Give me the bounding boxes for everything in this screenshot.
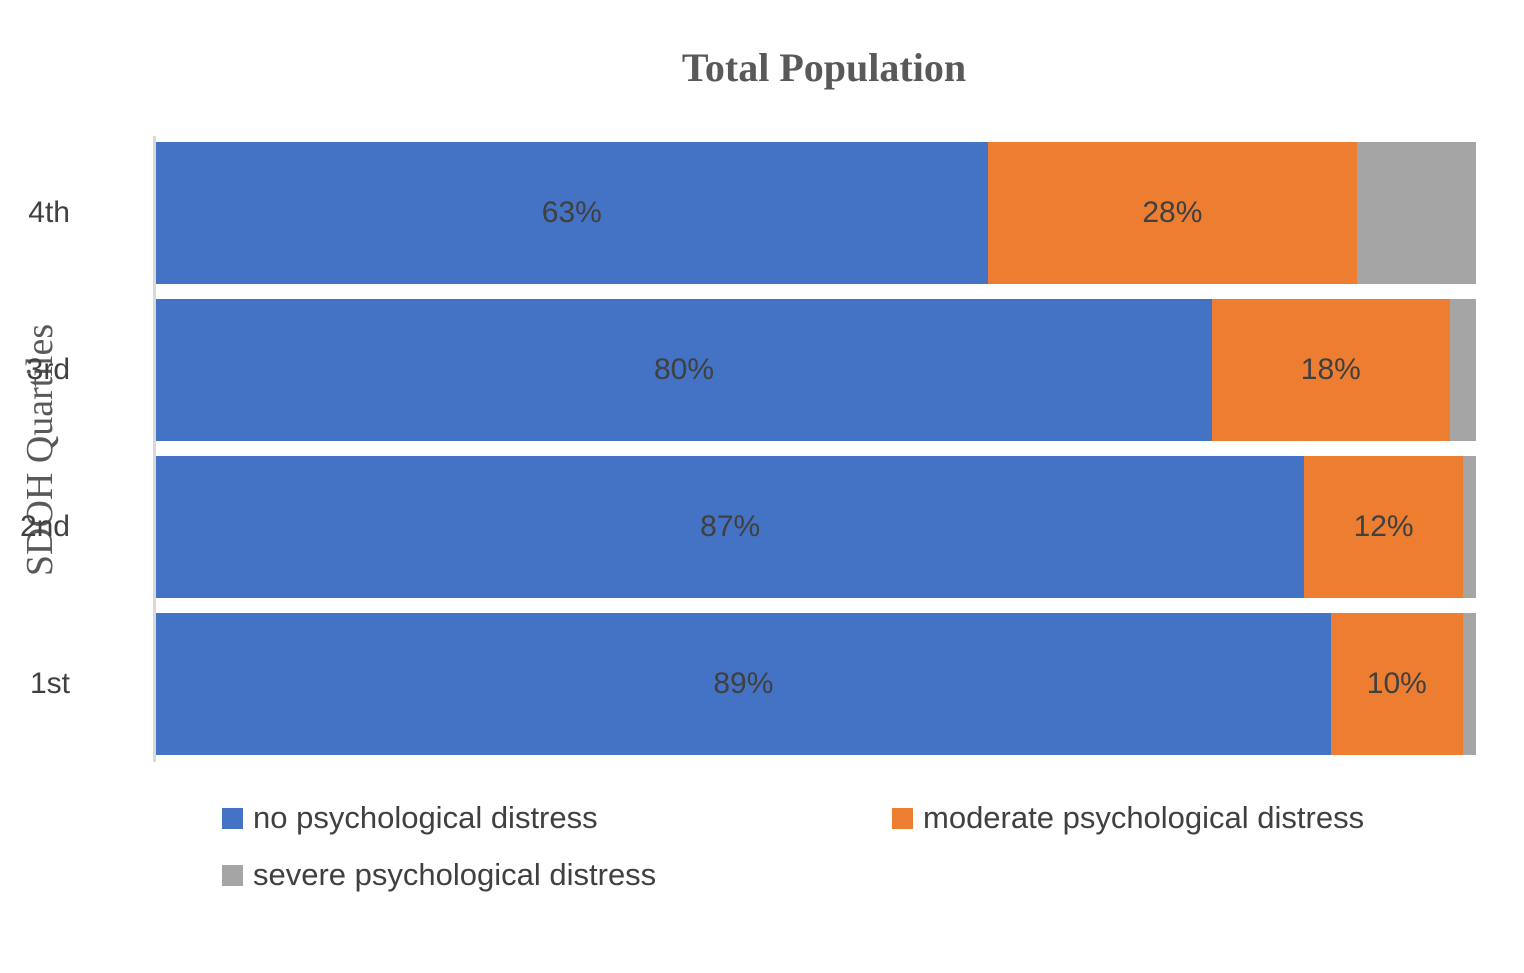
bar-row: 3rd 80% 18% — [27, 299, 1476, 441]
plot-area: 4th 63% 28% 3rd 80% 18% 2nd 87% 12% 1st 89% 10% — [20, 142, 1476, 755]
bar-segment: 89% — [156, 613, 1331, 755]
category-label: 1st — [29, 667, 70, 700]
bar-segment — [1449, 299, 1476, 441]
bar-row: 4th 63% 28% — [28, 142, 1476, 284]
category-label: 4th — [28, 196, 70, 229]
bar-segment: 18% — [1212, 299, 1450, 441]
legend-label: severe psychological distress — [253, 857, 657, 892]
bar-row: 2nd 87% 12% — [20, 456, 1476, 598]
bar-segment — [1462, 613, 1476, 755]
bar-segment: 87% — [156, 456, 1305, 598]
bar-segment: 63% — [156, 142, 988, 284]
legend-label: no psychological distress — [253, 800, 598, 835]
y-axis-line — [153, 136, 156, 762]
legend-label: moderate psychological distress — [923, 800, 1365, 835]
bar-segment: 12% — [1304, 456, 1463, 598]
legend-swatch-icon — [222, 807, 243, 829]
bar-row: 1st 89% 10% — [30, 613, 1476, 755]
legend-item: severe psychological distress — [222, 857, 656, 893]
bar-segment: 80% — [156, 299, 1212, 441]
legend-swatch-icon — [892, 807, 913, 829]
bar-segment: 10% — [1330, 613, 1463, 755]
chart-title: Total Population — [681, 45, 967, 90]
bar-segment — [1462, 456, 1476, 598]
bar-segment: 28% — [987, 142, 1358, 284]
category-label: 3rd — [26, 353, 70, 386]
legend-item: no psychological distress — [222, 800, 598, 836]
category-label: 2nd — [19, 510, 70, 543]
legend-item: moderate psychological distress — [892, 800, 1364, 836]
legend-swatch-icon — [222, 864, 243, 886]
bar-segment — [1357, 142, 1476, 284]
